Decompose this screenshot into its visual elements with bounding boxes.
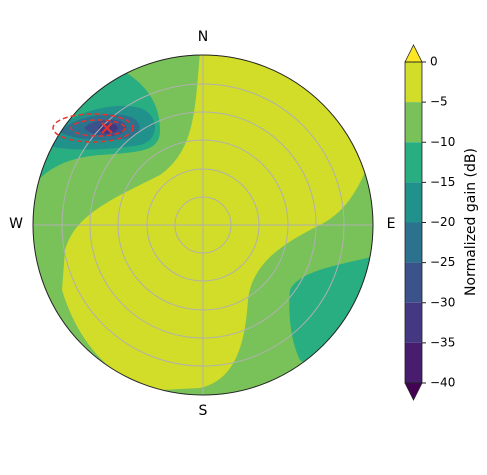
colorbar-tick-label: −15 [430,175,455,189]
colorbar-tick-label: −10 [430,135,455,149]
colorbar-bin [405,62,422,103]
colorbar-tick-label: −40 [430,376,455,390]
colorbar-extend-min [404,382,423,401]
contour-region [62,55,373,390]
colorbar-tick-label: 0 [430,55,438,69]
colorbar-tick-label: −5 [430,95,448,109]
colorbar-bin [405,302,422,343]
east-label: E [387,216,396,232]
colorbar: 0 −5 −10 −15 −20 −25 −30 −35 −40 [404,44,455,401]
contour-line [52,113,134,143]
colorbar-label: Normalized gain (dB) [463,148,479,296]
north-label: N [198,29,208,45]
colorbar-tick-label: −30 [430,295,455,309]
colorbar-bin [405,142,422,183]
contour-region [289,255,373,395]
polar-grid [33,55,373,395]
plot-border [32,54,374,396]
colorbar-bin [405,102,422,143]
colorbar-bin [405,182,422,223]
colorbar-extend-max [404,44,423,63]
colorbar-bin [405,342,422,383]
x-marker [101,122,113,134]
colorbar-tick-label: −35 [430,335,455,349]
colorbar-bin [405,222,422,263]
colorbar-tick-label: −20 [430,215,455,229]
contour-line [70,119,126,137]
colorbar-bin [405,262,422,303]
west-label: W [9,216,23,232]
colorbar-tick-label: −25 [430,255,455,269]
south-label: S [199,403,208,419]
peak-marker [52,113,134,143]
